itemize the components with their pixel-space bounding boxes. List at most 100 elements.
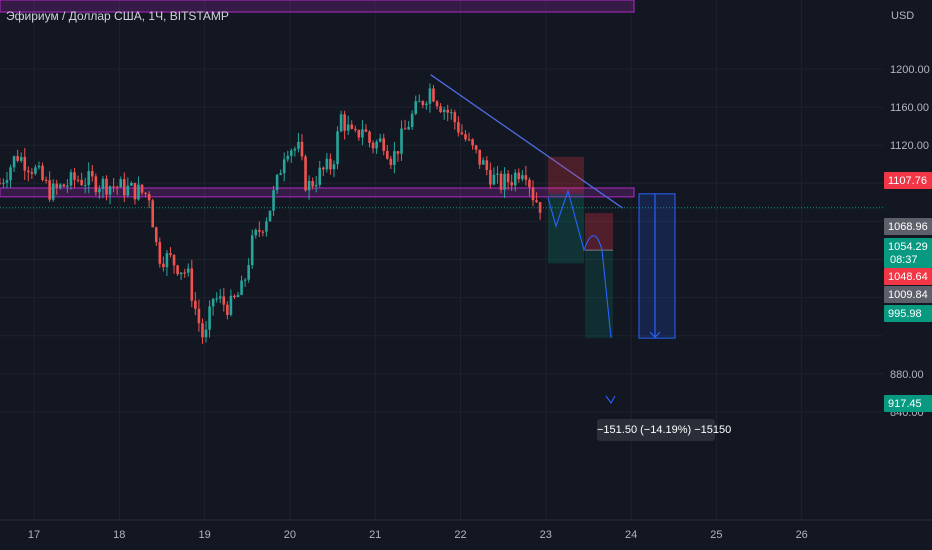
candle-body bbox=[481, 160, 485, 165]
candle-body bbox=[229, 295, 233, 315]
candle-body bbox=[126, 185, 130, 196]
price-tag-value: 1048.64 bbox=[888, 271, 928, 283]
candle-body bbox=[464, 134, 467, 140]
candle-body bbox=[62, 184, 66, 187]
price-tag-value: 917.45 bbox=[888, 398, 922, 410]
candle-body bbox=[421, 101, 425, 106]
candle-body bbox=[435, 101, 439, 107]
candle-body bbox=[478, 149, 481, 165]
top-zone bbox=[0, 0, 635, 13]
candle-body bbox=[27, 170, 30, 173]
price-tag[interactable] bbox=[884, 305, 932, 322]
candle-body bbox=[151, 200, 155, 228]
candle-body bbox=[513, 172, 517, 186]
candle-body bbox=[190, 268, 194, 301]
candle-body bbox=[250, 235, 254, 266]
candle-body bbox=[119, 179, 123, 188]
price-tag[interactable] bbox=[884, 218, 932, 235]
candle-body bbox=[41, 165, 44, 180]
candle-body bbox=[538, 202, 542, 213]
candle-body bbox=[474, 145, 478, 150]
candle-body bbox=[304, 156, 307, 191]
measure-range[interactable] bbox=[638, 193, 676, 339]
time-tick-label: 20 bbox=[284, 529, 296, 541]
candle-body bbox=[414, 101, 418, 114]
candle-body bbox=[503, 173, 506, 190]
candle-body bbox=[130, 182, 133, 186]
candle-body bbox=[489, 169, 492, 185]
candle-body bbox=[30, 172, 34, 174]
candle-body bbox=[297, 141, 300, 149]
candle-body bbox=[339, 114, 343, 132]
candle-body bbox=[90, 171, 94, 177]
time-tick-label: 24 bbox=[625, 529, 637, 541]
candle-body bbox=[499, 173, 503, 190]
short-position-stop-zone[interactable] bbox=[548, 156, 584, 194]
candle-body bbox=[5, 180, 9, 183]
candle-body bbox=[112, 186, 115, 188]
candle-body bbox=[389, 158, 393, 165]
candle-body bbox=[517, 172, 521, 180]
candle-body bbox=[528, 179, 531, 188]
candle-body bbox=[247, 265, 250, 280]
candle-body bbox=[492, 174, 496, 185]
candle-body bbox=[140, 184, 144, 193]
candle-body bbox=[371, 142, 375, 149]
time-tick-label: 26 bbox=[796, 529, 808, 541]
candle-body bbox=[215, 298, 218, 300]
candle-body bbox=[122, 179, 126, 196]
candle-body bbox=[222, 296, 226, 305]
price-tag[interactable] bbox=[884, 286, 932, 303]
short-position-2-target-zone[interactable] bbox=[585, 250, 613, 339]
candle-body bbox=[87, 171, 91, 186]
price-tag-value: 1009.84 bbox=[888, 289, 928, 301]
candle-body bbox=[101, 178, 105, 189]
candle-body bbox=[449, 112, 453, 114]
candle-body bbox=[218, 296, 222, 299]
candle-body bbox=[524, 175, 528, 180]
candle-body bbox=[16, 156, 19, 161]
candle-body bbox=[343, 114, 346, 131]
candle-body bbox=[471, 139, 474, 146]
price-tag[interactable] bbox=[884, 172, 932, 189]
candle-body bbox=[105, 178, 108, 195]
candle-body bbox=[162, 263, 165, 268]
candle-body bbox=[275, 174, 279, 191]
candle-body bbox=[265, 221, 268, 232]
candle-body bbox=[233, 295, 236, 298]
price-tag-value: 1054.29 bbox=[888, 241, 928, 253]
candle-body bbox=[282, 159, 286, 174]
candle-body bbox=[94, 176, 98, 193]
candle-body bbox=[382, 138, 386, 151]
price-tag[interactable] bbox=[884, 395, 932, 412]
candle-body bbox=[290, 150, 293, 156]
candle-body bbox=[442, 109, 446, 113]
candle-body bbox=[258, 229, 261, 232]
candle-body bbox=[236, 294, 240, 298]
candle-body bbox=[208, 306, 211, 330]
candle-body bbox=[318, 167, 322, 185]
candle-body bbox=[346, 124, 350, 131]
candle-body bbox=[521, 175, 524, 180]
candle-body bbox=[361, 129, 364, 138]
candle-body bbox=[364, 129, 368, 132]
trendline[interactable] bbox=[430, 74, 623, 209]
candle-body bbox=[279, 173, 282, 175]
candle-body bbox=[268, 210, 272, 222]
price-tag[interactable] bbox=[884, 268, 932, 285]
candle-body bbox=[2, 182, 5, 184]
time-tick-label: 19 bbox=[198, 529, 210, 541]
projection-path[interactable] bbox=[547, 189, 612, 338]
price-tag[interactable] bbox=[884, 238, 932, 268]
candle-body bbox=[467, 139, 471, 141]
candle-body bbox=[194, 300, 197, 309]
candle-body bbox=[51, 183, 55, 200]
candle-body bbox=[98, 188, 101, 193]
candle-body bbox=[378, 138, 382, 142]
candle-body bbox=[353, 128, 357, 130]
candle-body bbox=[197, 308, 201, 324]
price-tick-label: 1120.00 bbox=[890, 140, 929, 152]
short-position-2-stop-zone[interactable] bbox=[585, 213, 613, 251]
